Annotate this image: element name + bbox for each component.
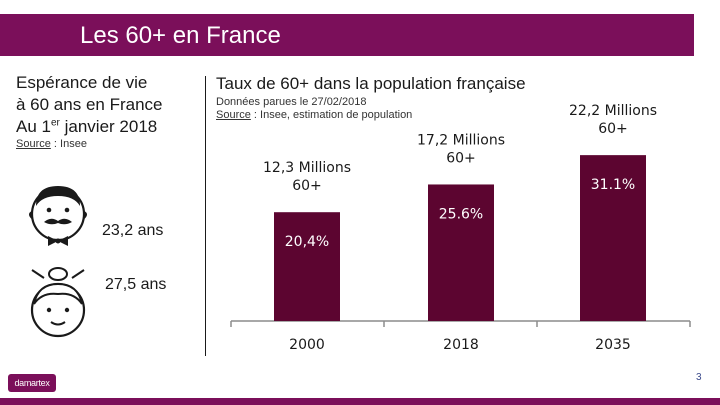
chart-publication-date: Données parues le 27/02/2018 xyxy=(216,96,367,108)
slide-number: 3 xyxy=(696,372,702,383)
bar-value-label-2018: 25.6% xyxy=(439,206,483,222)
heading-line-3-sup: er xyxy=(50,117,60,129)
title-bar: Les 60+ en France xyxy=(0,14,694,56)
chart-source: Source : Insee, estimation de population xyxy=(216,109,412,121)
page-title: Les 60+ en France xyxy=(80,22,281,49)
x-tick-label-2000: 2000 xyxy=(289,337,325,353)
annotation-line2-2000: 60+ xyxy=(292,178,322,194)
woman-face-icon xyxy=(30,267,86,338)
left-source-text: : Insee xyxy=(50,138,87,150)
bar-value-label-2000: 20,4% xyxy=(285,234,329,250)
left-source-label: Source xyxy=(16,138,51,150)
left-source: Source : Insee xyxy=(16,138,87,150)
company-logo: damartex xyxy=(8,374,56,392)
x-tick-label-2035: 2035 xyxy=(595,337,631,353)
x-tick-label-2018: 2018 xyxy=(443,337,479,353)
bar-value-label-2035: 31.1% xyxy=(591,177,635,193)
bar-2018 xyxy=(428,184,494,321)
bar-2035 xyxy=(580,155,646,321)
heading-line-3: Au 1er janvier 2018 xyxy=(16,116,206,138)
chart-source-label: Source xyxy=(216,109,251,121)
annotation-line2-2035: 60+ xyxy=(598,121,628,137)
life-expectancy-heading: Espérance de vie à 60 ans en France Au 1… xyxy=(16,72,206,138)
chart-heading: Taux de 60+ dans la population française xyxy=(216,74,526,93)
heading-line-3-prefix: Au 1 xyxy=(16,117,51,136)
annotation-line1-2035: 22,2 Millions xyxy=(569,103,657,119)
bottom-bar xyxy=(0,398,720,405)
bar-2000 xyxy=(274,212,340,321)
annotation-line2-2018: 60+ xyxy=(446,150,476,166)
annotation-line1-2018: 17,2 Millions xyxy=(417,132,505,148)
heading-line-3-suffix: janvier 2018 xyxy=(59,117,158,136)
annotation-line1-2000: 12,3 Millions xyxy=(263,160,351,176)
heading-line-2: à 60 ans en France xyxy=(16,95,163,114)
women-life-expectancy: 27,5 ans xyxy=(105,276,167,293)
chart-source-text: : Insee, estimation de population xyxy=(250,109,413,121)
man-face-icon xyxy=(29,186,87,246)
heading-line-1: Espérance de vie xyxy=(16,73,148,92)
men-life-expectancy: 23,2 ans xyxy=(102,222,164,239)
vertical-divider xyxy=(205,76,206,356)
